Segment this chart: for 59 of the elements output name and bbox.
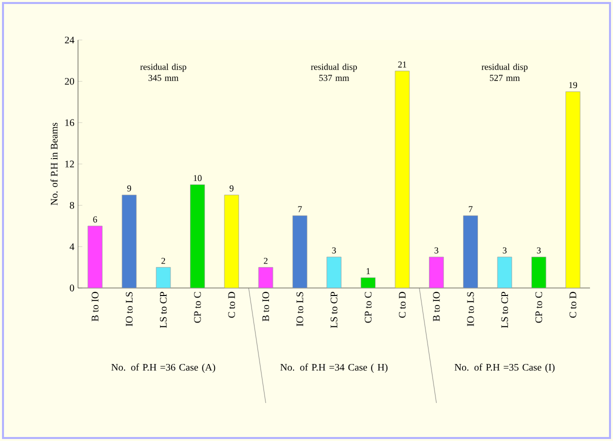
data-label: 9	[127, 185, 132, 192]
bar	[292, 215, 308, 288]
data-label: 3	[332, 247, 336, 254]
bar	[360, 277, 376, 288]
data-label: 3	[536, 247, 541, 254]
data-label: 7	[298, 206, 302, 212]
x-tick-label: IO to LS	[467, 292, 474, 326]
y-tick-label: 8	[70, 202, 74, 209]
x-tick-label: LS to CP	[501, 292, 508, 328]
bar	[326, 256, 342, 288]
x-tick-label: CP to C	[194, 292, 201, 323]
y-tick-label: 20	[64, 78, 74, 85]
text: No. of P.H =34 Case ( H)	[280, 364, 388, 373]
data-label: 2	[161, 258, 166, 264]
bar	[497, 256, 512, 288]
data-label: 2	[264, 258, 268, 264]
annotation: residual disp 537 mm	[310, 64, 357, 81]
data-label: 10	[194, 175, 202, 182]
x-tick-label: LS to CP	[160, 292, 167, 328]
bar	[566, 91, 580, 288]
x-tick-label: CP to C	[535, 292, 542, 323]
bar	[122, 194, 137, 288]
x-tick-label: IO to LS	[296, 292, 304, 326]
y-tick-label: 16	[65, 119, 74, 126]
bar	[190, 184, 205, 288]
bar	[429, 256, 444, 288]
y-tick-label: 24	[64, 36, 74, 44]
y-tick-label: 12	[65, 160, 74, 168]
bar	[258, 267, 274, 288]
x-tick-label: C to D	[570, 292, 576, 318]
y-tick-label: 4	[70, 243, 74, 250]
bar	[531, 256, 546, 288]
bar	[156, 267, 171, 288]
data-label: 3	[502, 247, 507, 254]
data-label: 9	[230, 185, 234, 192]
x-tick-label: IO to LS	[126, 292, 133, 326]
data-label: 3	[434, 247, 438, 254]
x-tick-label: B to IO	[433, 292, 440, 322]
annotation: residual disp 345 mm	[140, 64, 186, 81]
data-label: 6	[93, 216, 98, 222]
text: No. of P.H =36 Case (A)	[111, 364, 216, 373]
data-label: 21	[398, 62, 406, 68]
x-tick-label: B to IO	[262, 292, 270, 322]
bar	[394, 70, 410, 288]
bar	[463, 215, 478, 288]
text: No. of P.H =35 Case (I)	[454, 364, 555, 373]
data-label: 7	[468, 206, 473, 212]
x-tick-label: CP to C	[364, 292, 372, 323]
annotation: residual disp 527 mm	[482, 64, 528, 81]
data-label: 19	[569, 82, 578, 88]
x-tick-label: B to IO	[92, 292, 98, 322]
x-tick-label: LS to CP	[330, 292, 338, 328]
x-tick-label: C to D	[228, 292, 235, 318]
bar	[224, 194, 239, 288]
x-tick-label: C to D	[398, 292, 406, 318]
bar	[88, 226, 102, 288]
data-label: 1	[366, 268, 370, 274]
y-axis-title: No. of P.H in Beams	[50, 122, 58, 206]
y-tick-label: 0	[70, 284, 74, 292]
